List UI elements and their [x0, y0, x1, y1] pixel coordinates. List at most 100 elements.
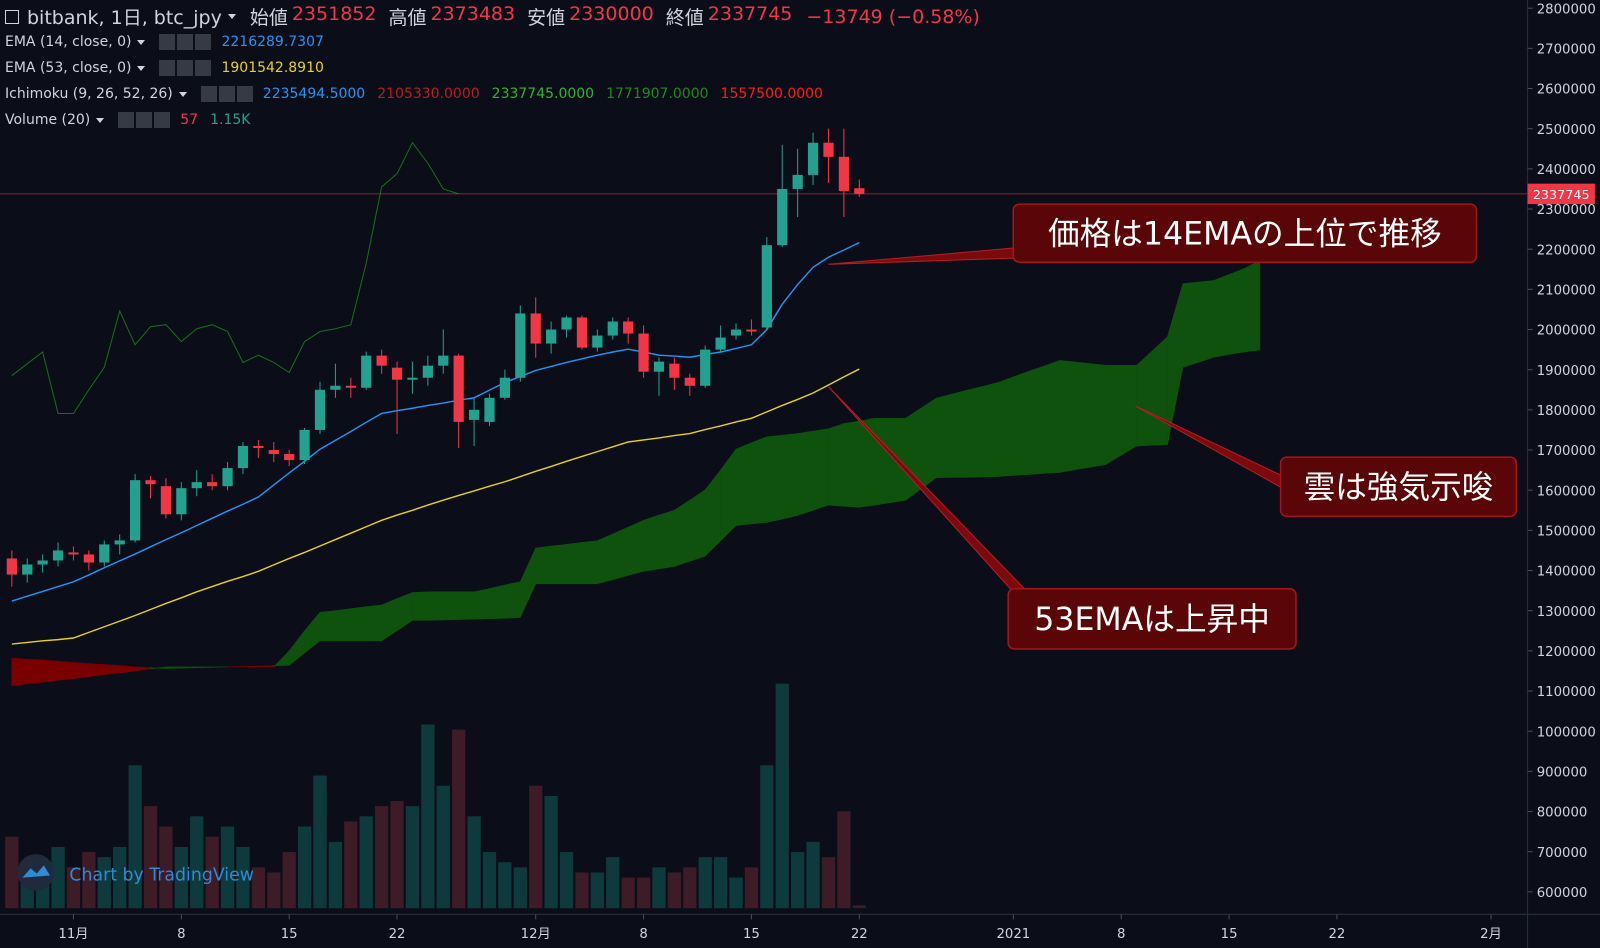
remove-icon[interactable]	[236, 86, 253, 102]
legend-value: 2216289.7307	[221, 34, 324, 50]
volume-bar	[513, 867, 527, 909]
settings-icon[interactable]	[177, 34, 194, 50]
volume-bar	[683, 867, 697, 909]
volume-bar	[806, 841, 820, 909]
axes: 600000 700000 800000 900000 1000000 1100000 12…	[58, 2, 1595, 941]
candle-body	[130, 480, 141, 541]
candle-body	[746, 329, 757, 332]
y-tick-label: 2600000	[1537, 83, 1596, 98]
cloud-segment	[1074, 361, 1091, 471]
ohlc-value: 2373483	[430, 3, 516, 25]
eye-icon[interactable]	[200, 86, 217, 102]
cloud-segment	[42, 659, 59, 683]
candle-body	[607, 321, 618, 336]
candle-body	[22, 564, 33, 575]
legend-name[interactable]: Ichimoku (9, 26, 52, 26)	[5, 86, 173, 102]
cloud-segment	[1213, 274, 1230, 358]
cloud-segment	[196, 666, 213, 669]
settings-icon[interactable]	[136, 112, 153, 128]
y-tick-label: 1200000	[1537, 645, 1596, 660]
cloud-segment	[643, 514, 660, 572]
y-tick-label: 1800000	[1537, 404, 1596, 419]
candle-body	[253, 446, 264, 449]
x-tick-label: 15	[281, 927, 298, 942]
y-tick-label: 1300000	[1537, 605, 1596, 620]
y-tick-label: 1500000	[1537, 524, 1596, 539]
legend-ichimoku: Ichimoku (9, 26, 52, 26) 2235494.5000 210…	[5, 86, 829, 102]
cloud-segment	[57, 660, 74, 681]
candle-body	[83, 554, 94, 563]
cloud-segment	[1120, 364, 1137, 456]
cloud-segment	[581, 540, 598, 585]
legend-menu[interactable]	[96, 117, 105, 123]
candle-body	[176, 488, 187, 515]
volume-bar	[143, 806, 158, 909]
remove-icon[interactable]	[195, 34, 212, 50]
eye-icon[interactable]	[159, 34, 176, 50]
cloud-segment	[997, 376, 1014, 477]
cloud-segment	[874, 417, 891, 506]
legend-value: 1.15K	[210, 112, 251, 128]
symbol-menu[interactable]	[227, 14, 236, 19]
volume-bar	[82, 852, 96, 909]
cloud-segment	[273, 650, 290, 668]
candle-body	[499, 377, 510, 398]
x-tick-label: 15	[743, 927, 760, 942]
candle-body	[592, 335, 603, 348]
cloud-segment	[1059, 360, 1076, 473]
legend-menu[interactable]	[137, 39, 146, 45]
candle-body	[715, 337, 726, 350]
volume-bar	[652, 867, 666, 909]
cloud-segment	[258, 665, 275, 668]
cloud-segment	[134, 666, 151, 672]
legend-value: 57	[180, 112, 199, 128]
volume-bar	[251, 867, 265, 909]
callout-box	[1279, 456, 1518, 518]
candle-body	[345, 385, 356, 388]
candle-body	[484, 397, 495, 422]
legend-value: 1557500.0000	[720, 86, 823, 102]
legend-value: 2337745.0000	[491, 86, 595, 102]
symbol[interactable]: bitbank, 1日, btc_jpy	[27, 7, 222, 29]
candle-body	[391, 367, 403, 380]
eye-icon[interactable]	[159, 60, 176, 76]
y-tick-label: 2100000	[1537, 283, 1596, 298]
settings-icon[interactable]	[177, 60, 194, 76]
x-tick-label: 22	[851, 927, 868, 942]
remove-icon[interactable]	[154, 112, 171, 128]
settings-icon[interactable]	[218, 86, 235, 102]
cloud-segment	[936, 393, 953, 479]
candle-body	[453, 355, 464, 422]
remove-icon[interactable]	[195, 60, 212, 76]
candle-body	[515, 313, 526, 378]
x-tick-label: 8	[639, 927, 647, 942]
legend-name[interactable]: EMA (14, close, 0)	[5, 34, 132, 50]
cloud-segment	[288, 629, 305, 666]
volume-bar	[113, 846, 127, 909]
candle-body	[361, 355, 372, 388]
ohlc-value: 2351852	[291, 3, 377, 25]
candle-body	[653, 361, 665, 372]
candle-body	[792, 174, 803, 189]
cloud-segment	[1228, 268, 1245, 355]
y-tick-label: 1700000	[1537, 444, 1596, 459]
eye-icon[interactable]	[118, 112, 135, 128]
cloud-segment	[412, 591, 429, 621]
legend-name[interactable]: EMA (53, close, 0)	[5, 60, 132, 76]
collapse-icon[interactable]	[5, 9, 19, 24]
volume-bar	[713, 857, 728, 909]
watermark-text: Chart by TradingView	[69, 866, 254, 886]
cloud-segment	[920, 397, 937, 490]
candle-body	[407, 377, 418, 380]
cloud-segment	[1167, 283, 1184, 445]
volume-bar	[452, 729, 466, 909]
volume-bar	[190, 816, 204, 909]
legend-menu[interactable]	[178, 91, 187, 97]
candle-body	[468, 409, 480, 420]
legend-menu[interactable]	[137, 65, 146, 71]
cloud-segment	[304, 611, 321, 654]
legend-name[interactable]: Volume (20)	[5, 112, 91, 128]
cloud-segment	[951, 389, 968, 478]
candle-body	[807, 142, 819, 175]
cloud-segment	[1090, 363, 1107, 468]
